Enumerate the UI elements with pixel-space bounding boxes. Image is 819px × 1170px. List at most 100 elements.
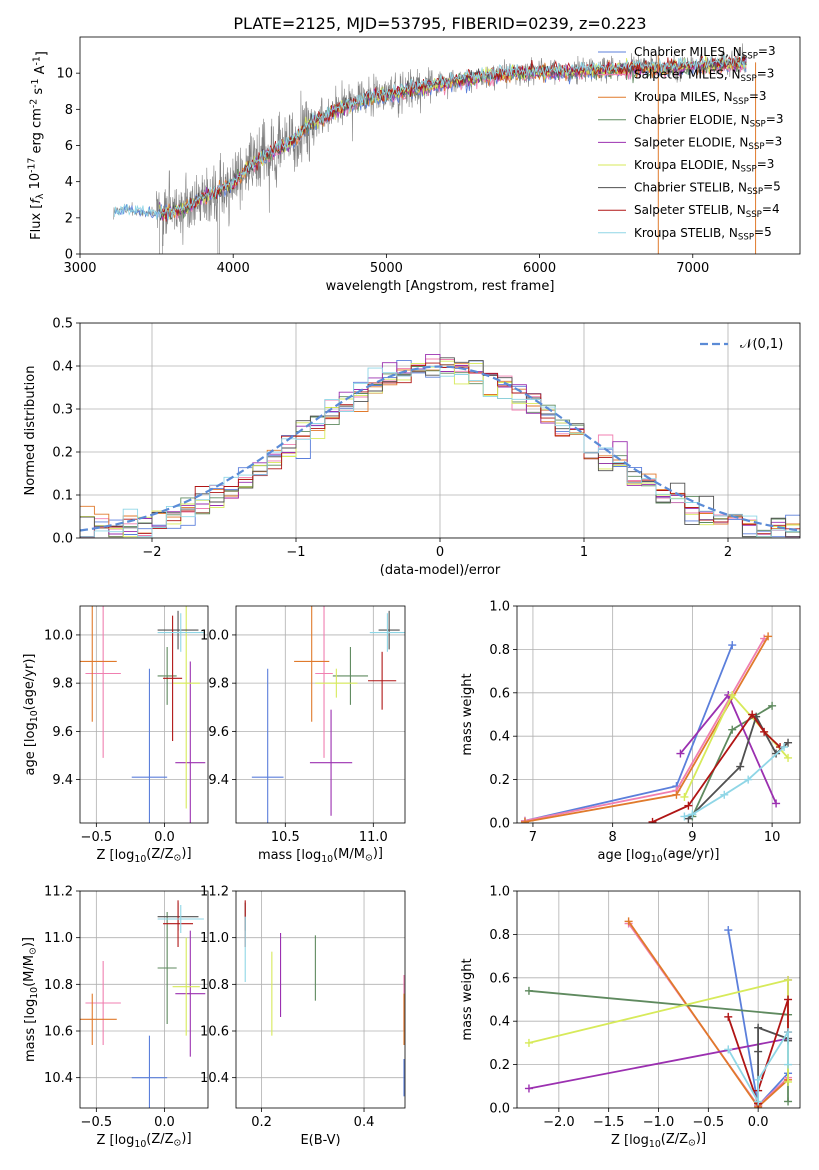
y-tick-label: 2 (65, 211, 73, 226)
y-axis-label: Flux [fλ​ 10-17​ erg cm-2​ s-1​ A-1​] (27, 51, 50, 240)
x-tick-label: −1.5 (593, 1115, 625, 1130)
x-tick-label: 10 (764, 830, 781, 845)
label-part: mass [ (258, 848, 301, 863)
label-part: SSP (748, 142, 764, 152)
label-part: SSP (738, 232, 754, 242)
label-part: Normed distribution (23, 366, 38, 496)
label-part: ) (181, 1131, 186, 1146)
label-part: Kroupa ELODIE, N (634, 158, 741, 172)
y-tick-label: 10.0 (200, 628, 229, 643)
legend-label: Kroupa ELODIE, NSSP​=3 (634, 157, 774, 175)
x-tick-label: 3000 (63, 261, 96, 276)
label-part: ) (696, 1131, 701, 1146)
panel-mass_vs_ebv: 0.2 0.4 10.4 10.6 10.8 11.0 11.2 E(B-V) (200, 885, 406, 1148)
label-part: log (631, 848, 651, 863)
y-tick-label: 9.8 (52, 677, 73, 692)
plot-area (236, 891, 405, 1108)
y-tick-label: 11.0 (200, 931, 229, 946)
label-part: ⊙ (365, 853, 373, 864)
x-tick-label: −1 (286, 545, 305, 560)
label-part: 10 (321, 854, 333, 865)
y-tick-label: 0.8 (489, 928, 510, 943)
x-tick-label: 11.0 (359, 830, 388, 845)
x-axis-label: E(B-V) (300, 1133, 340, 1148)
y-tick-label: 0.2 (489, 773, 510, 788)
label-part: =3 (765, 134, 783, 148)
legend-label: Salpeter STELIB, NSSP​=4 (634, 202, 780, 220)
label-part: ] (34, 51, 49, 56)
label-part: (Z/Z (146, 1132, 173, 1147)
label-part: =4 (762, 202, 780, 216)
y-tick-label: 0.4 (52, 360, 73, 375)
legend: Chabrier MILES, NSSP​=3 Salpeter MILES, N… (598, 44, 783, 242)
label-part: log (23, 722, 38, 742)
normal-curve (80, 365, 800, 532)
label-part: =5 (763, 180, 781, 194)
label-part: 10 (134, 1139, 146, 1150)
label-part: mass weight (460, 673, 475, 755)
label-part: A (33, 65, 48, 78)
label-part: ) (373, 846, 378, 861)
label-part: mass weight (460, 958, 475, 1040)
label-part: Kroupa MILES, N (634, 90, 733, 104)
y-tick-label: 0.0 (489, 817, 510, 832)
x-tick-label: 10.5 (271, 830, 300, 845)
y-tick-label: 4 (65, 175, 73, 190)
label-part: ] (22, 654, 37, 659)
axes-frame (235, 605, 406, 824)
label-part: SSP (733, 97, 749, 107)
y-tick-label: 0.3 (52, 403, 73, 418)
y-tick-label: 6 (65, 139, 73, 154)
y-tick-label: 0.0 (489, 1102, 510, 1117)
weight-line-8 (684, 746, 785, 818)
figure-title: PLATE=2125, MJD=53795, FIBERID=0239, z=0… (233, 14, 646, 33)
x-tick-label: 0.2 (251, 1115, 272, 1130)
plot-area (113, 43, 757, 254)
y-tick-label: 10 (56, 67, 73, 82)
label-part: (age/yr) (663, 847, 715, 862)
x-tick-label: 0.0 (748, 1115, 769, 1130)
label-part: SSP (750, 119, 766, 129)
y-tick-label: 0.6 (489, 971, 510, 986)
y-tick-label: 0.2 (52, 446, 73, 461)
y-tick-label: 9.6 (52, 725, 73, 740)
residual-histogram-8 (80, 366, 800, 538)
y-tick-label: 10.8 (200, 978, 229, 993)
legend-label: Salpeter MILES, NSSP​=3 (634, 67, 774, 85)
label-part: Salpeter STELIB, N (634, 203, 746, 217)
label-part: (M/M (22, 955, 37, 987)
label-part: =3 (757, 67, 775, 81)
y-tick-label: 0.5 (52, 317, 73, 332)
legend-label: Kroupa STELIB, NSSP​=5 (634, 225, 772, 243)
label-part: 10 (649, 1139, 661, 1150)
legend-label: Chabrier MILES, NSSP​=3 (634, 44, 776, 62)
axes-frame (79, 605, 209, 824)
label-part: Z [ (96, 1133, 114, 1148)
x-tick-label: −1.0 (643, 1115, 675, 1130)
x-axis-label: Z [log10​(Z/Z⊙​)] (96, 846, 191, 865)
x-tick-label: 1 (580, 545, 588, 560)
y-tick-label: 1.0 (489, 600, 510, 615)
x-axis-label: (data-model)/error (380, 563, 501, 578)
label-part: -1 (32, 56, 43, 65)
label-part: Kroupa STELIB, N (634, 226, 738, 240)
y-tick-label: 0.4 (489, 730, 510, 745)
label-part: ] (186, 846, 191, 861)
label-part: Z [ (96, 848, 114, 863)
label-part: mass [ (23, 1019, 38, 1062)
label-part: =3 (766, 112, 784, 126)
label-part: log (23, 999, 38, 1019)
label-part: 10 (29, 710, 40, 722)
label-part: ⊙ (174, 1138, 182, 1149)
panel-age_vs_Z: −0.5 0.0 9.4 9.6 9.8 10.0 Z [log10​(Z/Z⊙​)] age… (22, 605, 209, 865)
x-tick-label: 8 (609, 830, 617, 845)
y-tick-label: 0.0 (52, 532, 73, 547)
label-part: SSP (741, 165, 757, 175)
label-part: ⊙ (174, 853, 182, 864)
label-part: =3 (757, 157, 775, 171)
y-tick-label: 9.8 (208, 677, 229, 692)
y-axis-label: age [log10​(age/yr)] (22, 654, 40, 776)
x-axis-label: Z [log10​(Z/Z⊙​)] (96, 1131, 191, 1150)
axes-frame (235, 890, 406, 1109)
